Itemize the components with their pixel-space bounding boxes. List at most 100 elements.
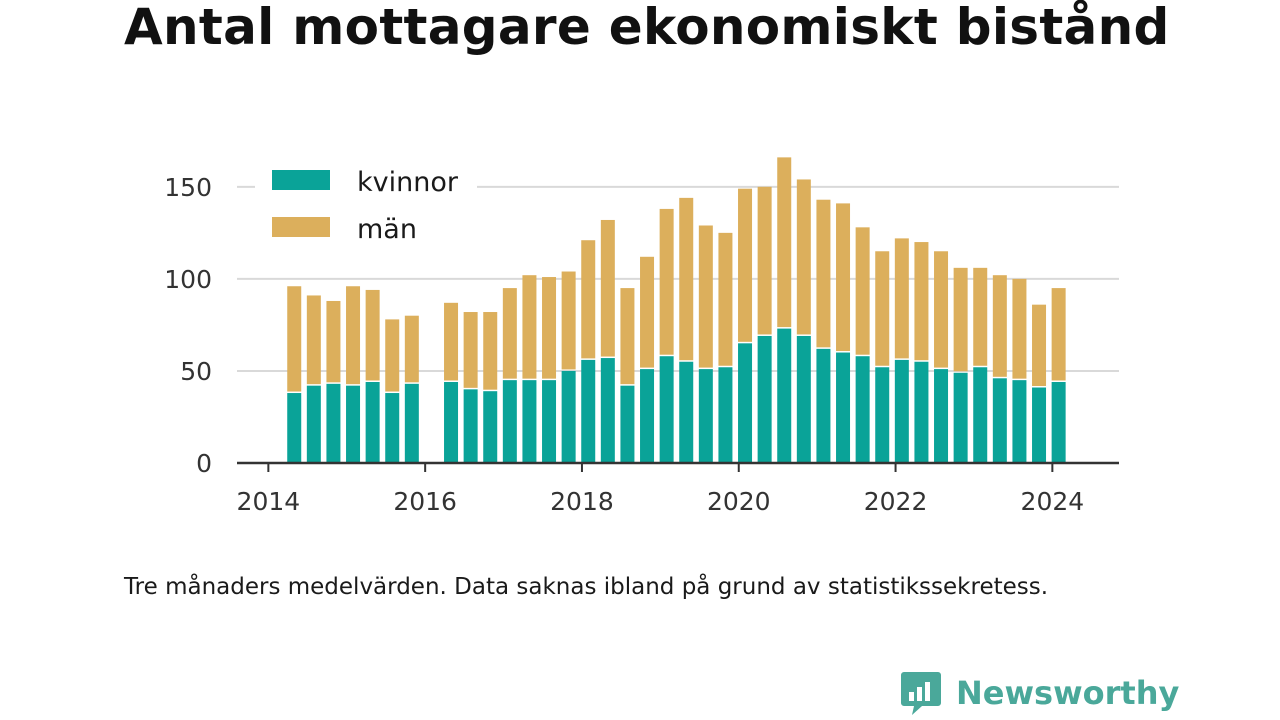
bar-man [738, 188, 753, 342]
bar-kvinnor [483, 391, 498, 463]
bar-kvinnor [796, 335, 811, 463]
y-tick-label: 0 [196, 449, 212, 478]
bar-man [404, 315, 419, 383]
brand-logo: Newsworthy [900, 668, 1179, 718]
bar-kvinnor [522, 380, 537, 463]
bar-man [600, 219, 615, 357]
bar-kvinnor [757, 335, 772, 463]
bar-man [934, 251, 949, 368]
bar-man [502, 288, 517, 379]
legend-label-kvinnor: kvinnor [357, 167, 459, 198]
bar-kvinnor [992, 378, 1007, 463]
bar-kvinnor [346, 385, 361, 463]
bar-man [522, 275, 537, 379]
bar-man [757, 186, 772, 335]
bar-man [640, 256, 655, 368]
bar-man [365, 289, 380, 381]
bar-kvinnor [777, 328, 792, 463]
bar-man [346, 286, 361, 385]
bar-man [444, 302, 459, 381]
bar-kvinnor [502, 380, 517, 463]
newsworthy-speech-bar-icon [901, 672, 941, 715]
bar-man [659, 208, 674, 355]
bar-man [483, 312, 498, 390]
bar-kvinnor [444, 381, 459, 463]
bar-man [973, 267, 988, 366]
legend-swatch-man [272, 217, 330, 237]
bar-man [875, 251, 890, 366]
bar-man [1012, 278, 1027, 379]
bar-man [581, 240, 596, 359]
bar-kvinnor [894, 359, 909, 463]
bar-man [463, 312, 478, 388]
bar-man [620, 288, 635, 385]
x-tick-label: 2018 [550, 487, 614, 516]
bar-man [718, 232, 733, 366]
bar-man [777, 157, 792, 328]
legend-swatch-kvinnor [272, 170, 330, 190]
bar-kvinnor [738, 343, 753, 463]
bar-kvinnor [581, 359, 596, 463]
bar-kvinnor [973, 367, 988, 463]
bar-kvinnor [1051, 381, 1066, 463]
bar-kvinnor [620, 385, 635, 463]
bar-kvinnor [679, 361, 694, 463]
bar-kvinnor [875, 367, 890, 463]
bar-kvinnor [404, 383, 419, 463]
x-tick-label: 2020 [707, 487, 771, 516]
bar-man [836, 203, 851, 352]
chart-title: Antal mottagare ekonomiskt bistånd [124, 0, 1170, 56]
footnote: Tre månaders medelvärden. Data saknas ib… [124, 574, 1049, 600]
bar-man [1051, 288, 1066, 381]
bar-man [816, 199, 831, 348]
bar-kvinnor [836, 352, 851, 463]
bar-kvinnor [561, 370, 576, 463]
bar-kvinnor [306, 385, 321, 463]
bar-kvinnor [934, 369, 949, 463]
bar-man [561, 271, 576, 370]
bar-man [306, 295, 321, 385]
x-tick-label: 2024 [1021, 487, 1085, 516]
bar-kvinnor [1012, 380, 1027, 463]
bar-man [385, 319, 400, 392]
bar-kvinnor [1032, 387, 1047, 463]
y-tick-label: 50 [180, 357, 212, 386]
bar-kvinnor [640, 369, 655, 463]
bar-kvinnor [365, 381, 380, 463]
bar-man [914, 242, 929, 361]
bar-kvinnor [463, 389, 478, 463]
bar-kvinnor [326, 383, 341, 463]
x-tick-label: 2016 [393, 487, 457, 516]
bar-man [796, 179, 811, 335]
bar-man [679, 197, 694, 361]
x-tick-label: 2014 [237, 487, 301, 516]
bar-kvinnor [855, 356, 870, 463]
legend: kvinnor män [255, 160, 477, 248]
bar-man [992, 275, 1007, 377]
bar-kvinnor [816, 348, 831, 463]
legend-label-man: män [357, 214, 417, 245]
axes: 0 50 100 150 2014 2016 2018 2020 2022 2024 [164, 173, 1119, 516]
bar-man [1032, 304, 1047, 387]
bar-kvinnor [600, 358, 615, 463]
bar-man [894, 238, 909, 359]
bars [287, 157, 1066, 463]
bar-man [542, 277, 557, 379]
bar-kvinnor [718, 367, 733, 463]
bar-kvinnor [542, 380, 557, 463]
bar-man [326, 300, 341, 383]
bar-kvinnor [287, 393, 302, 463]
bar-man [953, 267, 968, 372]
x-tick-label: 2022 [864, 487, 928, 516]
y-tick-label: 150 [164, 173, 212, 202]
bar-kvinnor [953, 372, 968, 463]
bar-kvinnor [914, 361, 929, 463]
bar-man [698, 225, 713, 368]
bar-kvinnor [698, 369, 713, 463]
bar-man [855, 227, 870, 355]
y-tick-label: 100 [164, 265, 212, 294]
brand-name: Newsworthy [956, 674, 1180, 712]
bar-kvinnor [385, 393, 400, 463]
bar-man [287, 286, 302, 392]
